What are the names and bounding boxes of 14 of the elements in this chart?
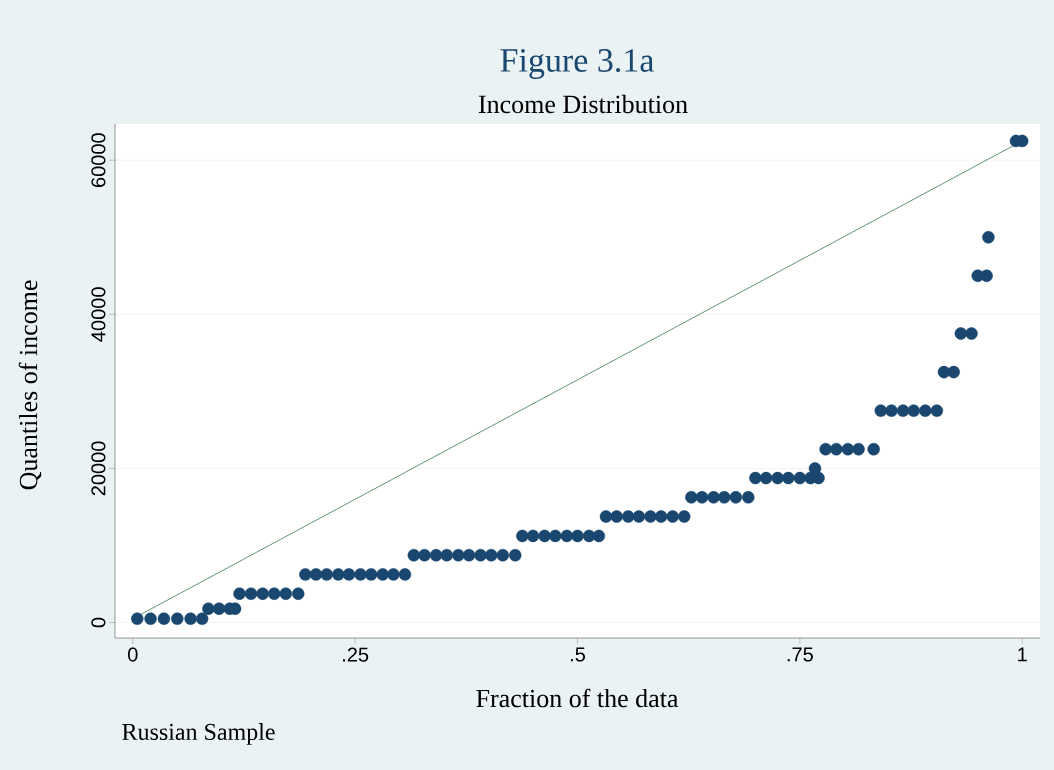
y-tick-label: 40000 [91,287,106,342]
x-tick-label: .75 [787,647,813,662]
y-tick-label: 0 [91,617,106,628]
text: Russian Sample [122,723,275,745]
chart-title: Figure 3.1a [500,49,654,79]
x-tick-label: .5 [570,647,586,662]
x-axis-title: Fraction of the data [476,688,679,708]
x-tick-label: 1 [1018,647,1027,662]
y-tick-label: 60000 [91,133,106,187]
chart-subtitle: Income Distribution [478,94,688,114]
x-tick-label: .25 [343,647,369,662]
x-tick-label: 0 [128,647,138,662]
y-axis-title: Quantiles of income [18,280,42,490]
y-tick-label: 20000 [91,441,106,496]
